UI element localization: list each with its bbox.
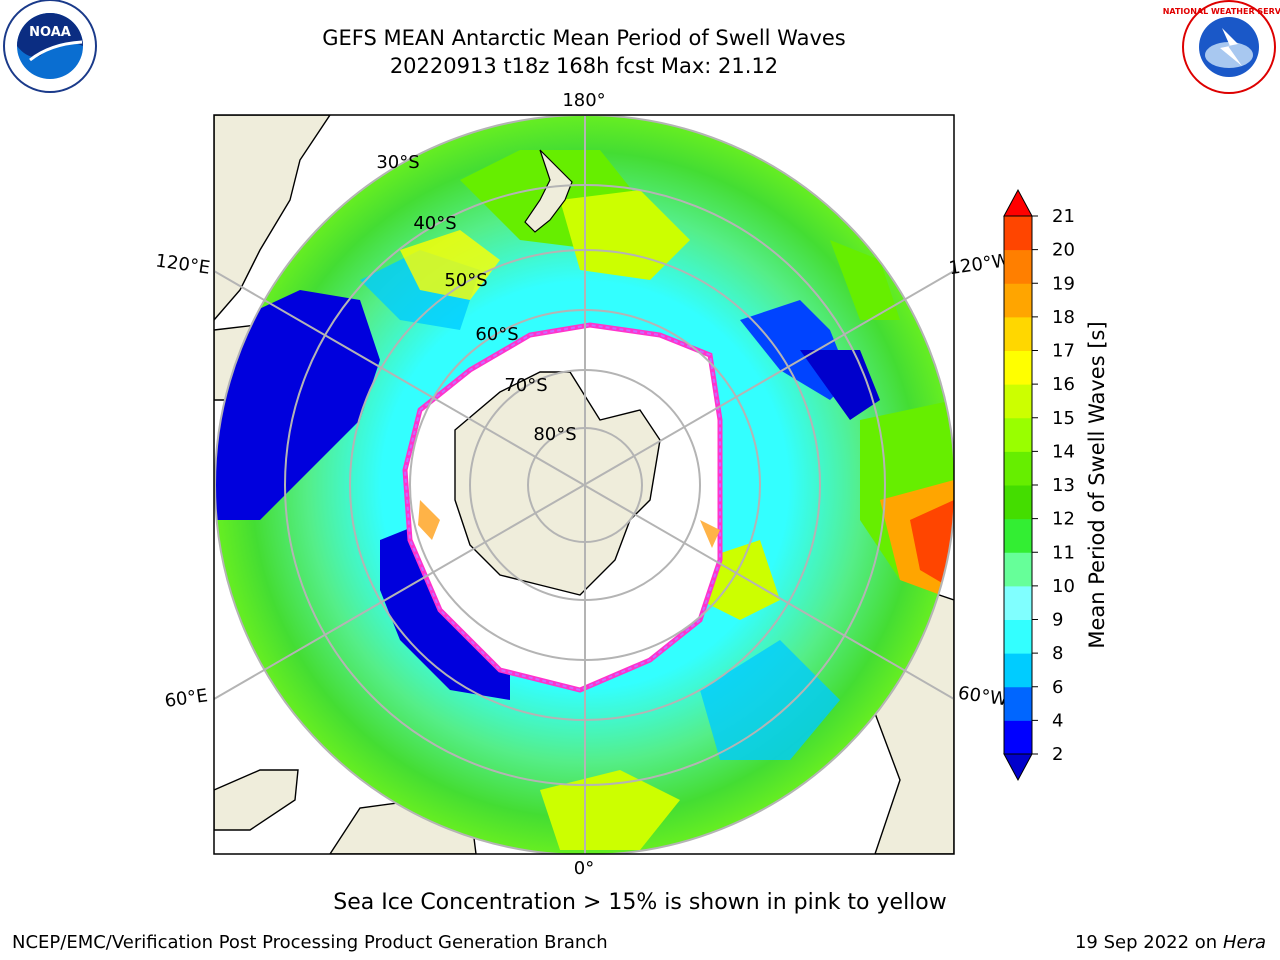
colorbar-tick-label: 21: [1052, 206, 1075, 227]
colorbar-segment: [1004, 686, 1032, 721]
colorbar-segment: [1004, 417, 1032, 452]
noaa-logo-text: NOAA: [29, 25, 71, 40]
colorbar-title: Mean Period of Swell Waves [s]: [1085, 321, 1109, 649]
lat-label-70s: 70°S: [504, 375, 547, 396]
lon-label-60w: 60°W: [957, 683, 1009, 711]
colorbar-segment: [1004, 316, 1032, 351]
sea-ice-note: Sea Ice Concentration > 15% is shown in …: [333, 890, 947, 915]
nws-logo-text: NATIONAL WEATHER SERVICE: [1163, 7, 1280, 16]
lat-label-80s: 80°S: [533, 424, 576, 445]
colorbar-segment: [1004, 384, 1032, 419]
colorbar-tick-label: 16: [1052, 374, 1075, 395]
colorbar-tick-label: 14: [1052, 441, 1075, 462]
colorbar-tick-label: 6: [1052, 677, 1063, 698]
map-frame: [213, 114, 955, 855]
colorbar-segment: [1004, 619, 1032, 654]
colorbar-segment: [1004, 249, 1032, 284]
colorbar-tick-label: 11: [1052, 542, 1075, 563]
colorbar-segment: [1004, 485, 1032, 520]
footer-credit: NCEP/EMC/Verification Post Processing Pr…: [12, 932, 608, 953]
new-zealand-landmass: [524, 149, 573, 233]
colorbar-tick-label: 4: [1052, 710, 1063, 731]
nws-logo: NATIONAL WEATHER SERVICE: [1163, 0, 1280, 94]
colorbar-tick-label: 18: [1052, 307, 1075, 328]
colorbar-segment: [1004, 216, 1032, 251]
colorbar-tick-label: 17: [1052, 341, 1075, 362]
colorbar-tick-label: 12: [1052, 509, 1075, 530]
lon-label-0: 0°: [574, 858, 594, 879]
colorbar-segment: [1004, 552, 1032, 587]
colorbar-tick-label: 10: [1052, 576, 1075, 597]
colorbar-over-arrow: [1003, 188, 1033, 217]
colorbar: 2 4 6 8 9 10 11 12 13 14 15 16 17 18 19 20 21: [1003, 188, 1075, 782]
lon-label-120w: 120°W: [947, 250, 1011, 279]
colorbar-segment: [1004, 451, 1032, 486]
lat-label-50s: 50°S: [444, 270, 487, 291]
colorbar-tick-label: 9: [1052, 610, 1063, 631]
lat-label-30s: 30°S: [376, 152, 419, 173]
colorbar-tick-label: 8: [1052, 643, 1063, 664]
swell-field: [215, 115, 954, 854]
footer-date-text: 19 Sep 2022 on: [1074, 932, 1218, 953]
colorbar-tick-label: 13: [1052, 475, 1075, 496]
colorbar-tick-label: 2: [1052, 744, 1063, 765]
noaa-logo: NOAA: [3, 0, 97, 93]
lat-label-60s: 60°S: [475, 324, 518, 345]
lon-label-120e: 120°E: [154, 250, 211, 278]
colorbar-tick-label: 15: [1052, 408, 1075, 429]
colorbar-segment: [1004, 720, 1032, 755]
map-title: GEFS MEAN Antarctic Mean Period of Swell…: [322, 26, 846, 50]
graticule: [214, 115, 954, 854]
colorbar-segment: [1004, 350, 1032, 385]
colorbar-segment: [1004, 585, 1032, 620]
map-subtitle: 20220913 t18z 168h fcst Max: 21.12: [389, 54, 779, 78]
colorbar-tick-label: 19: [1052, 273, 1075, 294]
colorbar-segment: [1004, 518, 1032, 553]
footer-date: 19 Sep 2022 on Hera: [1075, 932, 1266, 953]
colorbar-under-arrow: [1003, 753, 1033, 782]
footer-machine: Hera: [1222, 932, 1266, 953]
lon-label-60e: 60°E: [163, 685, 209, 712]
colorbar-segment: [1004, 283, 1032, 318]
colorbar-segment: [1004, 653, 1032, 688]
antarctica-landmass: [454, 371, 661, 596]
lon-label-180: 180°: [562, 90, 605, 111]
colorbar-tick-label: 20: [1052, 240, 1075, 261]
lat-label-40s: 40°S: [413, 213, 456, 234]
